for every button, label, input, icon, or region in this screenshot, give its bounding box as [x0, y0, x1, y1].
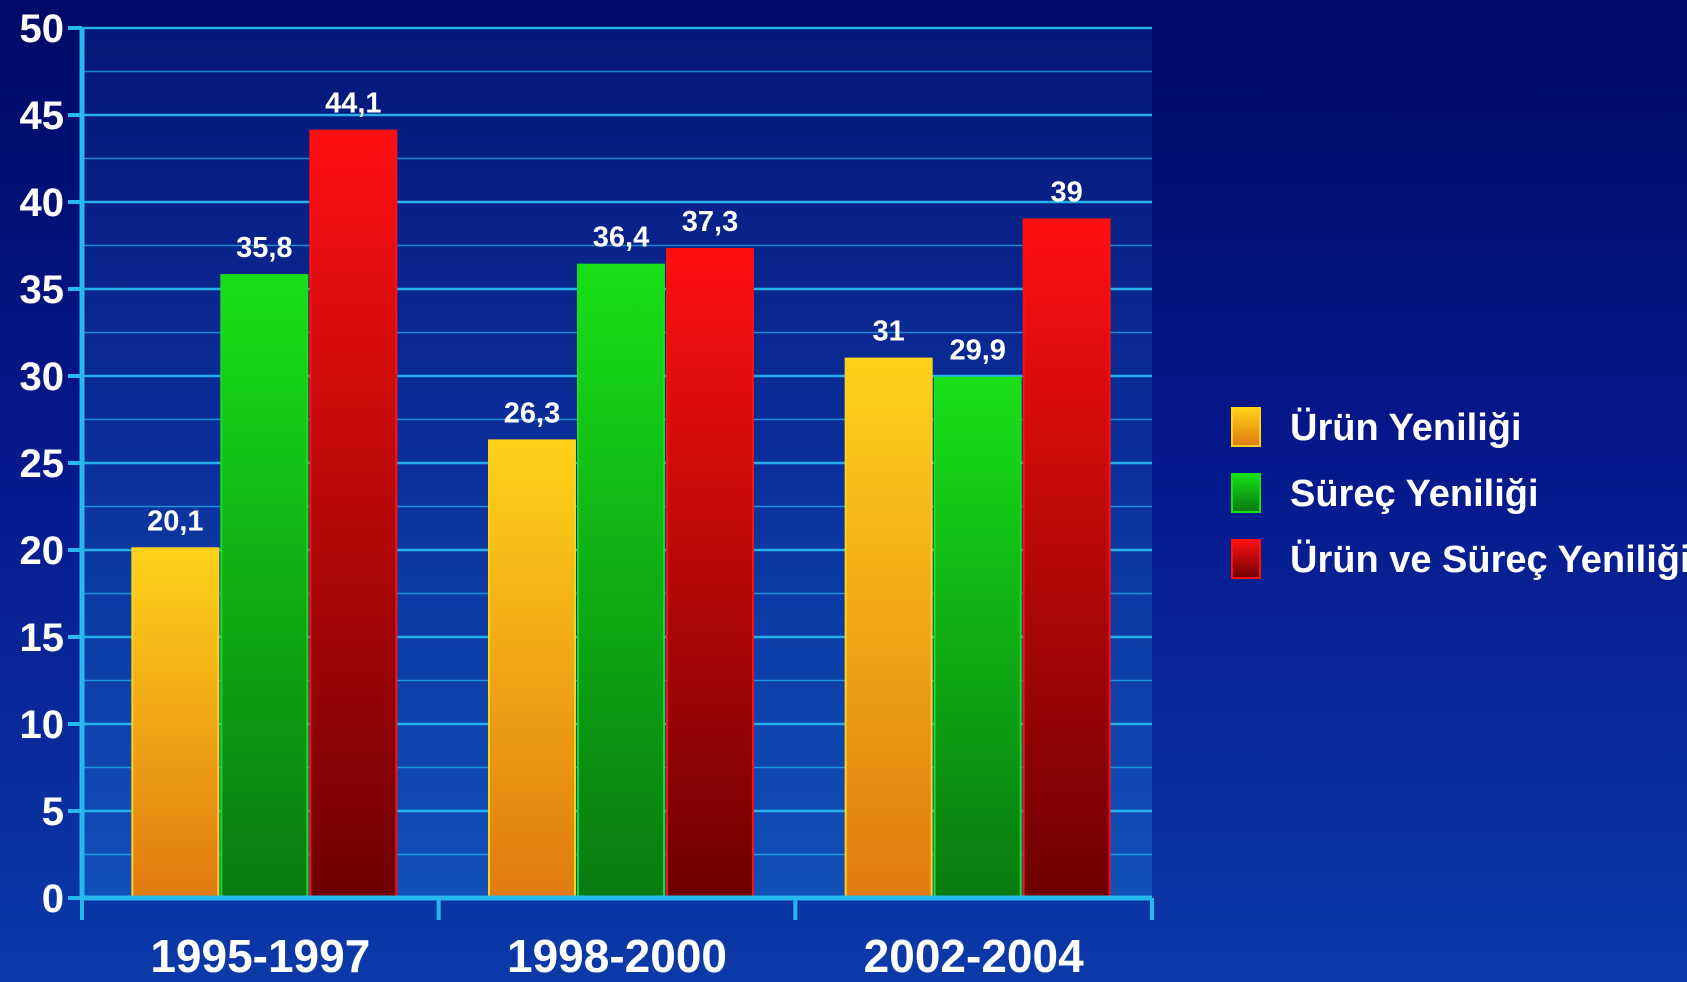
y-tick-label-35: 35	[20, 268, 65, 312]
data-label-1-2: 37,3	[682, 206, 738, 238]
bar-2-2	[1022, 218, 1111, 899]
bar-2-1	[933, 376, 1022, 899]
y-tick-label-40: 40	[20, 181, 65, 225]
legend-swatch-2	[1231, 539, 1261, 579]
y-tick-label-30: 30	[20, 355, 65, 399]
x-tick-label-0: 1995-1997	[150, 930, 370, 982]
data-label-2-2: 39	[1051, 176, 1083, 208]
data-label-1-0: 26,3	[504, 397, 560, 429]
x-tick-label-2: 2002-2004	[864, 930, 1084, 982]
bars	[131, 129, 1111, 900]
x-tick-label-1: 1998-2000	[507, 930, 727, 982]
data-label-0-1: 35,8	[236, 232, 292, 264]
legend: Ürün Yeniliği Süreç Yeniliği Ürün ve Süreç…	[1231, 406, 1687, 581]
bar-2-0	[844, 357, 933, 900]
bar-0-2	[309, 129, 398, 900]
bar-0-1	[220, 274, 309, 899]
data-labels: 20,1 35,8 44,1 26,3 36,4 37,3 31 29,9 39	[147, 88, 1083, 538]
y-tick-label-15: 15	[20, 616, 65, 660]
bar-1-0	[488, 439, 576, 899]
y-tick-label-45: 45	[20, 94, 65, 138]
y-tick-label-50: 50	[20, 7, 65, 51]
legend-label-2: Ürün ve Süreç Yeniliği	[1290, 538, 1687, 581]
legend-label-0: Ürün Yeniliği	[1290, 406, 1522, 449]
y-tick-label-10: 10	[20, 703, 65, 747]
legend-label-1: Süreç Yeniliği	[1290, 473, 1539, 515]
y-tick-label-25: 25	[20, 442, 65, 486]
axes: 1995-1997 1998-2000 2002-2004 0 5 10 15 20 25 30 3…	[20, 7, 1154, 982]
legend-swatch-0	[1231, 407, 1261, 447]
y-tick-label-20: 20	[20, 529, 65, 573]
y-tick-label-5: 5	[42, 790, 64, 834]
legend-swatch-1	[1231, 473, 1261, 513]
bar-1-2	[666, 247, 754, 900]
data-label-0-2: 44,1	[325, 88, 381, 120]
bar-1-1	[577, 263, 665, 899]
data-label-0-0: 20,1	[147, 505, 203, 537]
data-label-2-0: 31	[873, 316, 905, 348]
bar-0-0	[131, 547, 220, 899]
data-label-1-1: 36,4	[593, 222, 649, 254]
y-tick-label-0: 0	[42, 877, 64, 921]
data-label-2-1: 29,9	[949, 335, 1005, 367]
